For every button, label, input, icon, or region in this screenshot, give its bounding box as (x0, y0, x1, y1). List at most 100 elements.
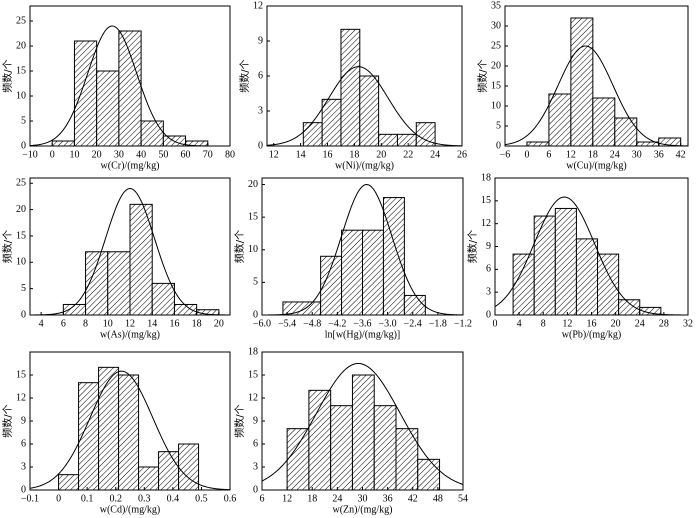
x-tick-label: 8 (541, 318, 546, 329)
y-tick-label: 3 (258, 105, 263, 116)
x-tick-label: 50 (158, 149, 168, 160)
x-tick-label: 0.6 (224, 493, 237, 504)
y-tick-label: 0 (486, 309, 491, 320)
x-tick-label: 18 (588, 149, 598, 160)
y-tick-label: 15 (16, 65, 26, 76)
bar (533, 215, 556, 316)
y-tick-label: 9 (253, 415, 258, 426)
x-tick-label: 20 (214, 318, 224, 329)
bar (330, 405, 353, 491)
y-tick-label: 3 (253, 461, 258, 472)
x-tick-label: −0.1 (21, 493, 39, 504)
x-tick-label: 54 (458, 493, 468, 504)
x-tick-label: 48 (433, 493, 443, 504)
bar (382, 197, 405, 316)
bar (96, 70, 120, 147)
y-tick-label: 10 (248, 244, 258, 255)
y-tick-label: 15 (248, 369, 258, 380)
x-tick-label: 8 (83, 318, 88, 329)
x-tick-label: −6.0 (253, 318, 271, 329)
x-tick-label: 42 (408, 493, 418, 504)
bar (373, 405, 397, 491)
x-tick-label: 0.2 (109, 493, 122, 504)
bar (118, 374, 140, 491)
normal-curve (261, 184, 464, 316)
y-tick-label: 6 (486, 264, 491, 275)
bar (282, 301, 322, 316)
bar (403, 294, 426, 316)
y-tick-label: 9 (21, 415, 26, 426)
normal-curve (494, 196, 688, 316)
x-tick-label: 12 (282, 493, 292, 504)
y-tick-label: 5 (21, 283, 26, 294)
bar (396, 133, 417, 147)
normal-curve (29, 370, 231, 491)
bar (140, 120, 164, 147)
y-tick-label: 12 (253, 0, 263, 11)
normal-curve (266, 66, 463, 147)
y-tick-label: 12 (248, 392, 258, 403)
bar (302, 122, 323, 147)
y-tick-label: 15 (16, 230, 26, 241)
x-axis-label: w(Cu)/(mg/kg) (566, 160, 627, 171)
bar (351, 374, 375, 491)
x-tick-label: 80 (225, 149, 235, 160)
x-tick-label: −4.2 (328, 318, 346, 329)
bar (614, 117, 638, 147)
x-tick-label: 16 (323, 149, 333, 160)
bar (51, 140, 75, 147)
x-tick-label: 40 (136, 149, 146, 160)
bar (592, 97, 616, 147)
y-tick-label: 20 (491, 60, 501, 71)
y-tick-label: 18 (481, 172, 491, 183)
y-tick-label: 0 (258, 140, 263, 151)
y-tick-label: 6 (258, 70, 263, 81)
bar (554, 207, 577, 316)
y-tick-label: 15 (248, 211, 258, 222)
x-tick-label: 0.5 (195, 493, 208, 504)
y-tick-label: 15 (16, 369, 26, 380)
y-tick-label: 9 (258, 35, 263, 46)
bar (618, 299, 641, 316)
x-axis-label: w(Cr)/(mg/kg) (101, 160, 160, 171)
x-tick-label: 20 (92, 149, 102, 160)
bar (286, 428, 310, 491)
y-tick-label: 6 (253, 438, 258, 449)
y-axis-label: 频数/个 (476, 59, 489, 92)
x-tick-label: 0.3 (138, 493, 151, 504)
y-axis-label: 频数/个 (233, 230, 246, 263)
bar (548, 93, 572, 147)
x-tick-label: 24 (430, 149, 440, 160)
x-tick-label: 6 (61, 318, 66, 329)
x-tick-label: 24 (332, 493, 342, 504)
x-tick-label: 28 (659, 318, 669, 329)
x-tick-label: 16 (587, 318, 597, 329)
y-axis-label: 频数/个 (1, 230, 14, 263)
bar (341, 229, 363, 316)
y-tick-label: 0 (21, 140, 26, 151)
bar (308, 389, 332, 491)
bar (98, 366, 120, 491)
x-tick-label: 0 (56, 493, 61, 504)
x-tick-label: 18 (192, 318, 202, 329)
x-tick-label: 6 (546, 149, 551, 160)
y-tick-label: 3 (486, 286, 491, 297)
x-tick-label: −6 (500, 149, 511, 160)
x-tick-label: −2.4 (404, 318, 422, 329)
y-tick-label: 0 (21, 484, 26, 495)
x-tick-label: 6 (260, 493, 265, 504)
bar (107, 251, 131, 316)
x-tick-label: −4.8 (303, 318, 321, 329)
y-tick-label: 5 (253, 277, 258, 288)
x-tick-label: 26 (457, 149, 467, 160)
y-axis-label: 频数/个 (233, 404, 246, 437)
x-tick-label: −1.8 (429, 318, 447, 329)
x-tick-label: 10 (103, 318, 113, 329)
bar (321, 98, 342, 147)
bar (417, 458, 441, 491)
x-tick-label: 18 (307, 493, 317, 504)
y-tick-label: 25 (16, 178, 26, 189)
y-tick-label: 6 (21, 438, 26, 449)
x-tick-label: −10 (22, 149, 38, 160)
